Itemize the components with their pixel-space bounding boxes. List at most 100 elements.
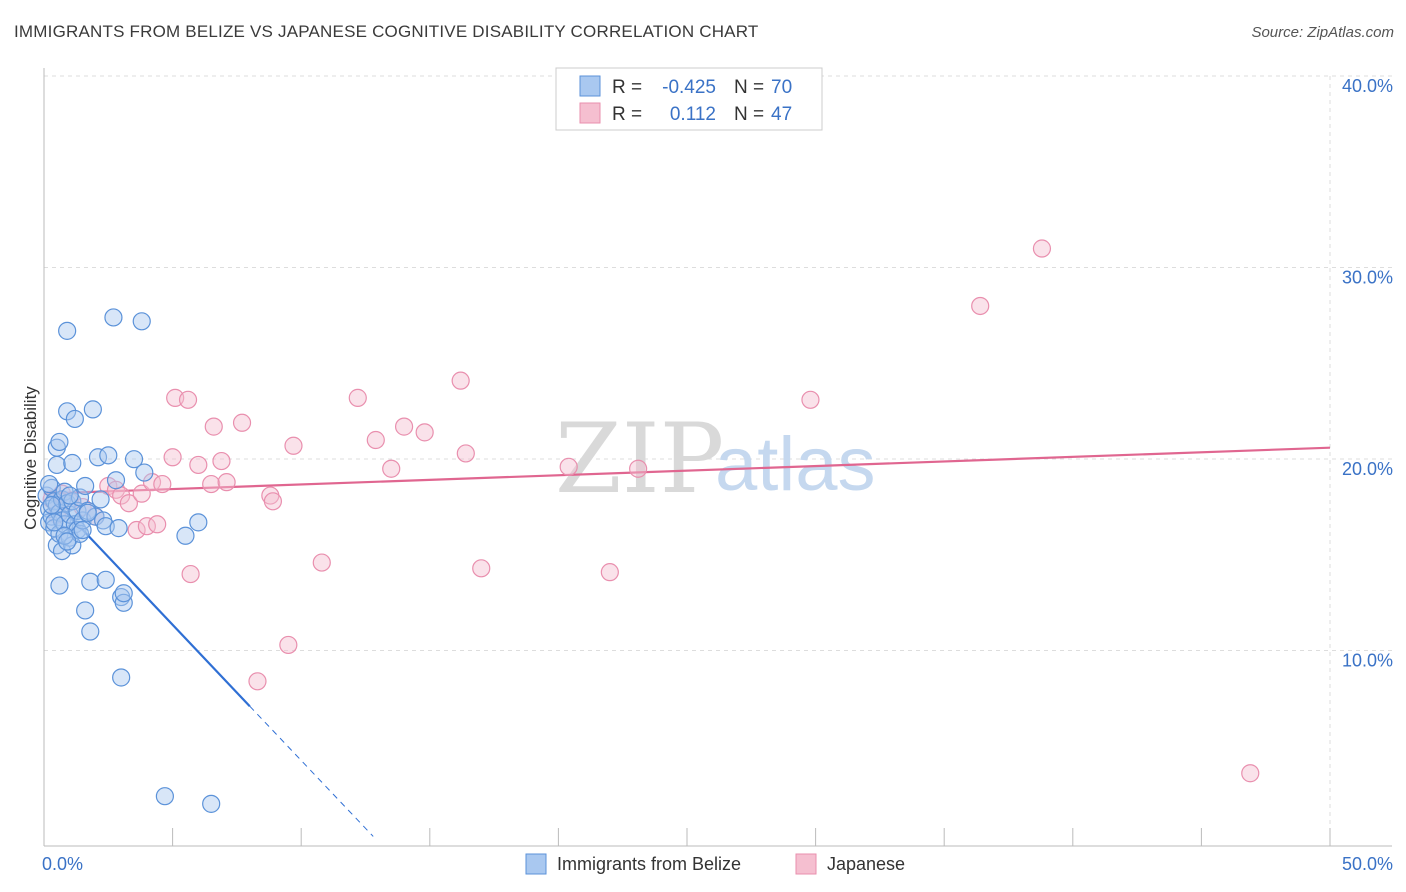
point-belize <box>114 593 133 612</box>
legend-r-label-1: R = <box>612 77 642 98</box>
point-japanese <box>394 417 414 436</box>
point-japanese <box>232 413 252 432</box>
point-belize <box>76 601 95 620</box>
point-japanese <box>248 672 267 691</box>
x-tick-label-min: 0.0% <box>42 854 83 874</box>
point-belize <box>58 321 77 340</box>
x-tick-labels: 0.0% 50.0% <box>42 854 1393 874</box>
point-belize <box>104 308 123 327</box>
point-belize <box>202 794 221 813</box>
bottom-legend-swatch-japanese <box>795 853 817 875</box>
bottom-legend: Immigrants from Belize Japanese <box>525 853 905 875</box>
point-japanese <box>132 484 151 503</box>
point-japanese <box>456 444 475 463</box>
watermark: ZIP atlas <box>555 403 876 515</box>
point-japanese <box>801 390 820 409</box>
point-belize <box>60 486 79 505</box>
chart-title: IMMIGRANTS FROM BELIZE VS JAPANESE COGNI… <box>14 22 759 41</box>
point-japanese <box>971 296 990 316</box>
bottom-legend-label-belize: Immigrants from Belize <box>557 854 741 874</box>
point-japanese <box>366 430 385 450</box>
point-japanese <box>382 459 401 478</box>
point-belize <box>50 432 69 452</box>
trend-lines <box>43 446 1331 837</box>
point-japanese <box>559 457 578 476</box>
point-belize <box>40 474 59 494</box>
point-belize <box>81 622 100 641</box>
point-japanese <box>163 448 182 467</box>
point-japanese <box>204 417 223 436</box>
point-belize <box>42 496 61 515</box>
trend-line-belize-extension <box>249 705 374 837</box>
legend-n-value-2: 47 <box>771 104 792 125</box>
point-japanese <box>451 371 470 390</box>
point-belize <box>109 519 128 538</box>
legend-n-label-1: N = <box>734 77 764 98</box>
point-belize <box>124 450 144 469</box>
y-axis-label: Cognitive Disability <box>21 386 40 530</box>
point-japanese <box>148 515 167 534</box>
watermark-zip: ZIP <box>555 403 724 515</box>
point-japanese <box>415 423 434 442</box>
point-japanese <box>312 553 331 572</box>
y-tick-label: 10.0% <box>1342 651 1393 671</box>
point-belize <box>58 532 77 551</box>
trend-line-belize <box>45 490 251 707</box>
point-belize <box>132 312 151 331</box>
point-belize <box>65 409 84 429</box>
bottom-legend-swatch-belize <box>525 853 547 875</box>
point-japanese <box>263 492 283 511</box>
point-japanese <box>127 520 146 540</box>
point-japanese <box>279 635 298 655</box>
point-belize <box>58 402 77 421</box>
source-label: Source: ZipAtlas.com <box>1251 24 1394 41</box>
point-japanese <box>181 564 200 584</box>
y-tick-labels: 10.0% 20.0% 30.0% 40.0% <box>1342 76 1393 671</box>
point-japanese <box>189 455 208 475</box>
legend-box: R = -0.425 N = 70 R = 0.112 N = 47 <box>555 67 823 131</box>
point-belize <box>47 455 66 475</box>
point-belize <box>50 576 69 595</box>
series-belize <box>37 308 221 813</box>
trend-line-japanese <box>43 446 1331 495</box>
point-japanese <box>284 436 303 455</box>
legend-n-value-1: 70 <box>771 77 792 98</box>
point-japanese <box>1241 764 1260 783</box>
legend-r-value-1: -0.425 <box>662 77 716 98</box>
legend-swatch-japanese <box>579 102 601 124</box>
point-japanese <box>106 480 126 499</box>
point-japanese <box>119 494 138 513</box>
point-belize <box>76 476 95 496</box>
legend-swatch-belize <box>579 75 601 97</box>
y-tick-label: 30.0% <box>1342 268 1393 288</box>
point-belize <box>73 520 92 540</box>
point-japanese <box>153 474 172 494</box>
axes <box>43 68 1392 847</box>
point-belize <box>52 541 72 561</box>
point-belize <box>83 400 102 419</box>
point-japanese <box>1032 239 1052 258</box>
point-belize <box>63 453 82 473</box>
legend-n-label-2: N = <box>734 104 764 125</box>
point-belize <box>114 584 133 603</box>
point-belize <box>106 471 126 490</box>
y-tick-label: 20.0% <box>1342 459 1393 479</box>
point-belize <box>112 668 131 687</box>
point-belize <box>189 513 208 532</box>
y-tick-label: 40.0% <box>1342 76 1393 96</box>
point-japanese <box>348 388 367 407</box>
point-japanese <box>212 451 231 471</box>
point-belize <box>176 526 195 545</box>
point-japanese <box>202 474 221 494</box>
point-belize <box>96 570 115 589</box>
bottom-legend-label-japanese: Japanese <box>827 854 905 874</box>
point-belize <box>91 490 110 509</box>
point-belize <box>135 463 154 482</box>
point-belize <box>81 572 100 591</box>
point-belize <box>99 446 118 465</box>
grid-lines <box>44 75 1392 846</box>
point-japanese <box>472 559 491 578</box>
legend-r-label-2: R = <box>612 104 642 125</box>
point-japanese <box>178 390 198 409</box>
